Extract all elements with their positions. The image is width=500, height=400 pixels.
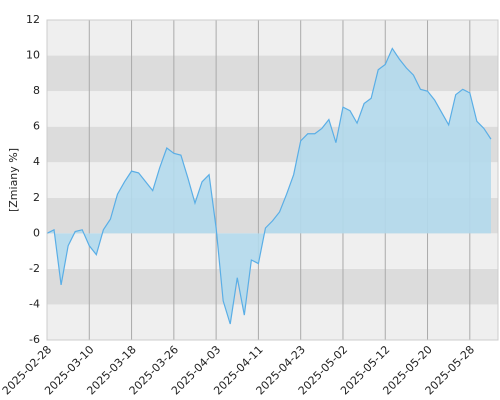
- y-tick-label: -4: [29, 297, 40, 310]
- band: [47, 233, 498, 269]
- y-axis-label: [Zmiany %]: [7, 148, 20, 212]
- y-tick-label: -6: [29, 333, 40, 346]
- y-tick-label: 0: [33, 226, 40, 239]
- band: [47, 20, 498, 56]
- line: [46, 47, 492, 325]
- y-tick-label: 6: [33, 120, 40, 133]
- band: [47, 304, 498, 340]
- y-tick-label: 4: [33, 155, 40, 168]
- y-tick-label: 10: [26, 49, 40, 62]
- y-tick-label: 12: [26, 13, 40, 26]
- y-tick-label: 2: [33, 191, 40, 204]
- y-tick-label: 8: [33, 84, 40, 97]
- area: [47, 48, 491, 324]
- y-tick-label: -2: [29, 262, 40, 275]
- plot-frame: [46, 19, 499, 341]
- band: [47, 268, 498, 305]
- band: [47, 55, 498, 92]
